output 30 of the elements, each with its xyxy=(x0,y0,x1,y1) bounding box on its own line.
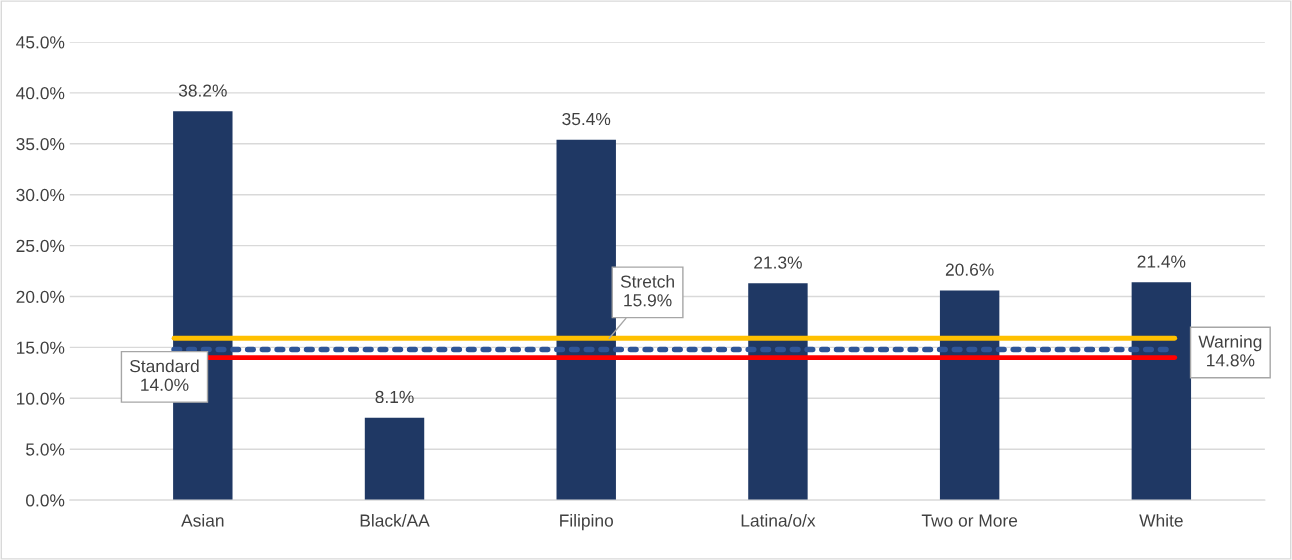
ref-line-label: Standard 14.0% xyxy=(130,359,199,391)
x-tick-label: Latina/o/x xyxy=(741,513,816,527)
x-tick-label: White xyxy=(1139,513,1183,527)
y-tick-label: 45.0% xyxy=(16,36,65,49)
y-tick-label: 25.0% xyxy=(16,239,65,253)
data-label: 21.4% xyxy=(1137,255,1186,268)
y-tick-label: 40.0% xyxy=(16,87,65,100)
bar xyxy=(364,417,425,501)
bar xyxy=(748,283,808,501)
x-tick-label: Two or More xyxy=(921,514,1018,527)
bar xyxy=(939,290,1000,501)
data-label: 35.4% xyxy=(562,112,611,126)
data-label: 38.2% xyxy=(178,84,227,97)
y-tick-label: 0.0% xyxy=(26,494,65,507)
data-label: 20.6% xyxy=(945,263,994,276)
y-tick-label: 30.0% xyxy=(16,188,65,202)
y-tick-label: 35.0% xyxy=(16,137,65,151)
bar xyxy=(556,139,616,501)
ref-line-label: Stretch 15.9% xyxy=(620,274,674,307)
y-tick-label: 10.0% xyxy=(17,392,65,405)
ref-line-label: Warning 14.8% xyxy=(1198,335,1262,367)
x-tick-label: Filipino xyxy=(560,513,613,531)
y-tick-label: 5.0% xyxy=(26,443,65,456)
x-tick-label: Black/AA xyxy=(360,513,430,527)
data-label: 21.3% xyxy=(754,256,802,269)
data-label: 8.1% xyxy=(375,390,414,404)
y-tick-label: 15.0% xyxy=(17,341,65,354)
y-tick-label: 20.0% xyxy=(16,290,65,303)
x-tick-label: Asian xyxy=(181,513,224,527)
bar xyxy=(1131,282,1192,501)
